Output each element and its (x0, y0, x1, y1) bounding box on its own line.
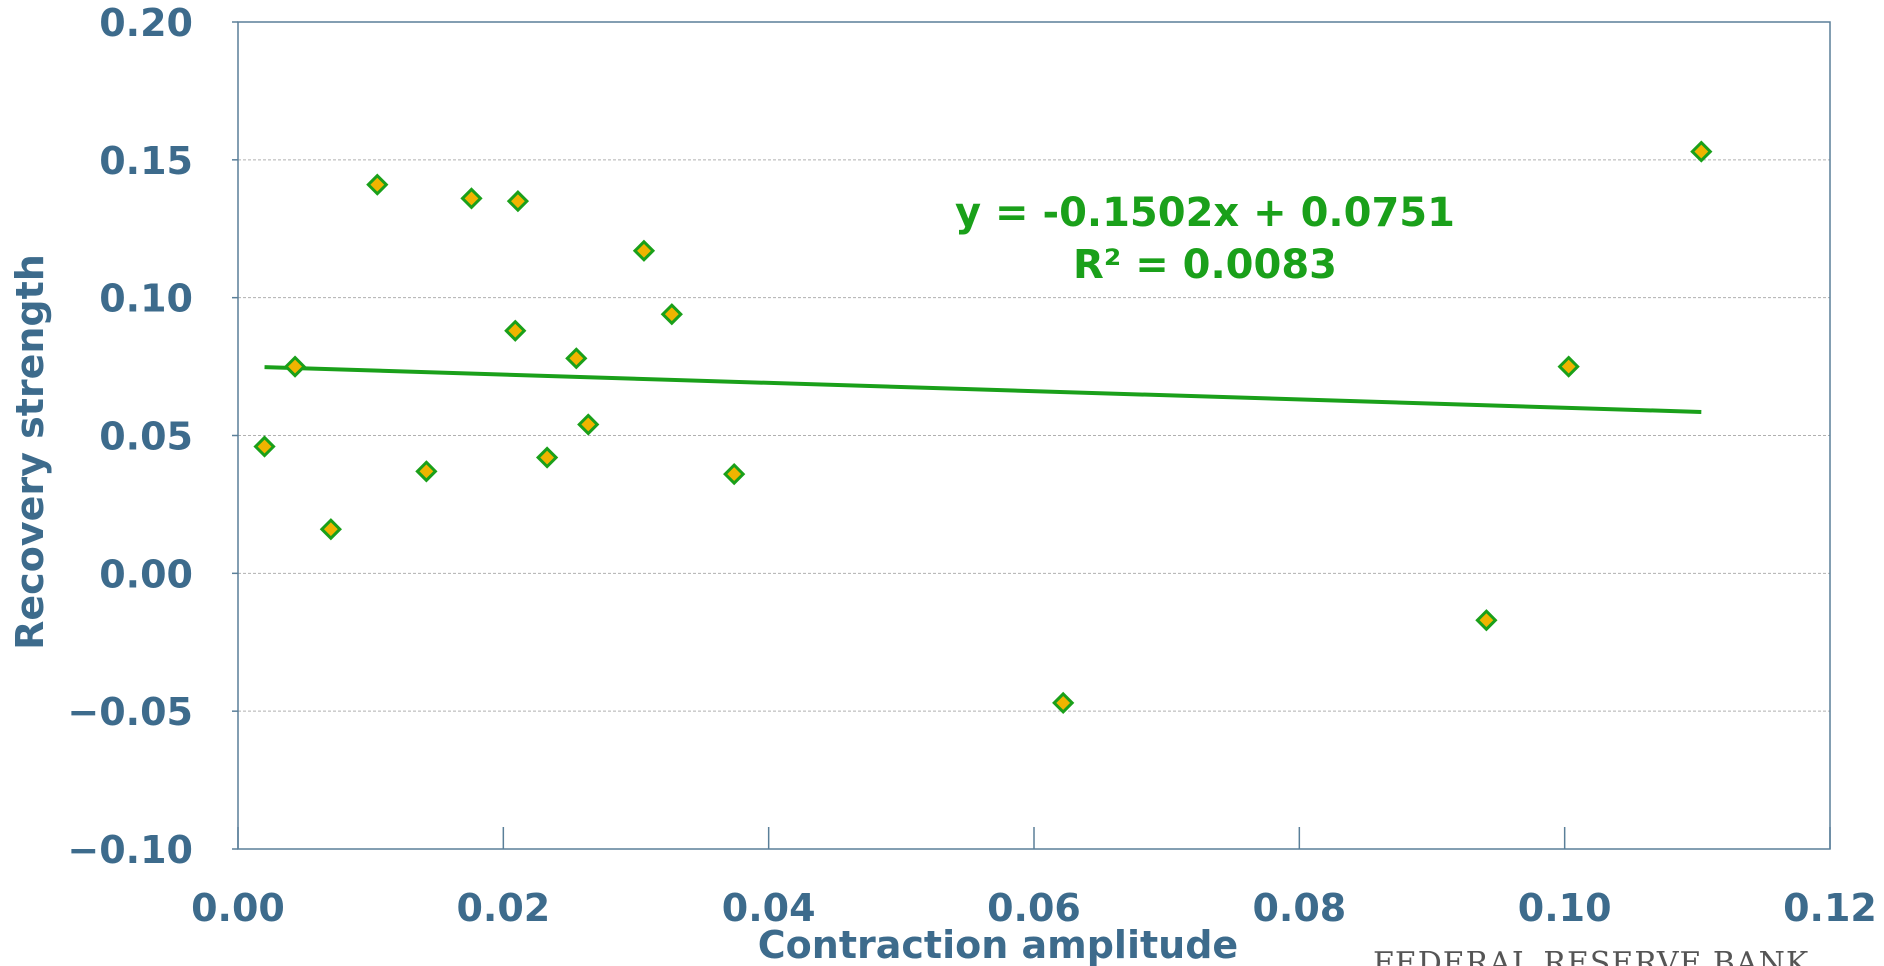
scatter-point (1690, 140, 1713, 163)
x-tick-label: 0.02 (456, 886, 550, 930)
x-axis-title: Contraction amplitude (758, 923, 1238, 966)
scatter-point (565, 347, 588, 370)
data-points (253, 140, 1713, 715)
scatter-point (504, 319, 527, 342)
scatter-point (660, 303, 683, 326)
x-tick-label: 0.04 (722, 886, 816, 930)
scatter-point (460, 187, 483, 210)
scatter-point (283, 355, 307, 378)
trendline (264, 365, 1702, 414)
y-axis-ticks: 0.20 0.15 0.10 0.05 0.00 −0.05 −0.10 (67, 1, 238, 872)
trendline-equation: y = -0.1502x + 0.0751 (955, 190, 1455, 236)
scatter-point (535, 446, 559, 469)
grid-lines (238, 159, 1830, 712)
scatter-point (506, 190, 530, 213)
scatter-point (319, 518, 342, 541)
x-tick-label: 0.08 (1252, 886, 1346, 930)
scatter-point (253, 435, 276, 458)
y-tick-label: 0.05 (99, 415, 193, 459)
x-tick-label: 0.00 (191, 886, 285, 930)
scatter-point (366, 173, 389, 196)
y-tick-label: −0.10 (67, 828, 193, 872)
y-tick-label: 0.15 (99, 139, 193, 183)
scatter-point (632, 239, 656, 262)
scatter-point (1475, 609, 1498, 632)
scatter-point (415, 460, 438, 483)
y-tick-label: −0.05 (67, 690, 193, 734)
watermark-text: FEDERAL RESERVE BANK (1373, 946, 1809, 966)
scatter-point (1052, 691, 1075, 715)
r-squared-label: R² = 0.0083 (1073, 242, 1337, 288)
y-axis-title: Recovery strength (8, 254, 52, 650)
scatter-point (723, 462, 746, 486)
y-tick-label: 0.00 (99, 552, 193, 596)
x-axis-ticks: 0.00 0.02 0.04 0.06 0.08 0.10 0.12 (191, 827, 1877, 930)
x-tick-label: 0.06 (987, 886, 1081, 930)
scatter-point (577, 413, 600, 436)
y-tick-label: 0.20 (99, 1, 193, 45)
x-tick-label: 0.12 (1783, 886, 1877, 930)
x-tick-label: 0.10 (1518, 886, 1612, 930)
y-tick-label: 0.10 (99, 277, 193, 321)
scatter-point (1557, 355, 1580, 378)
